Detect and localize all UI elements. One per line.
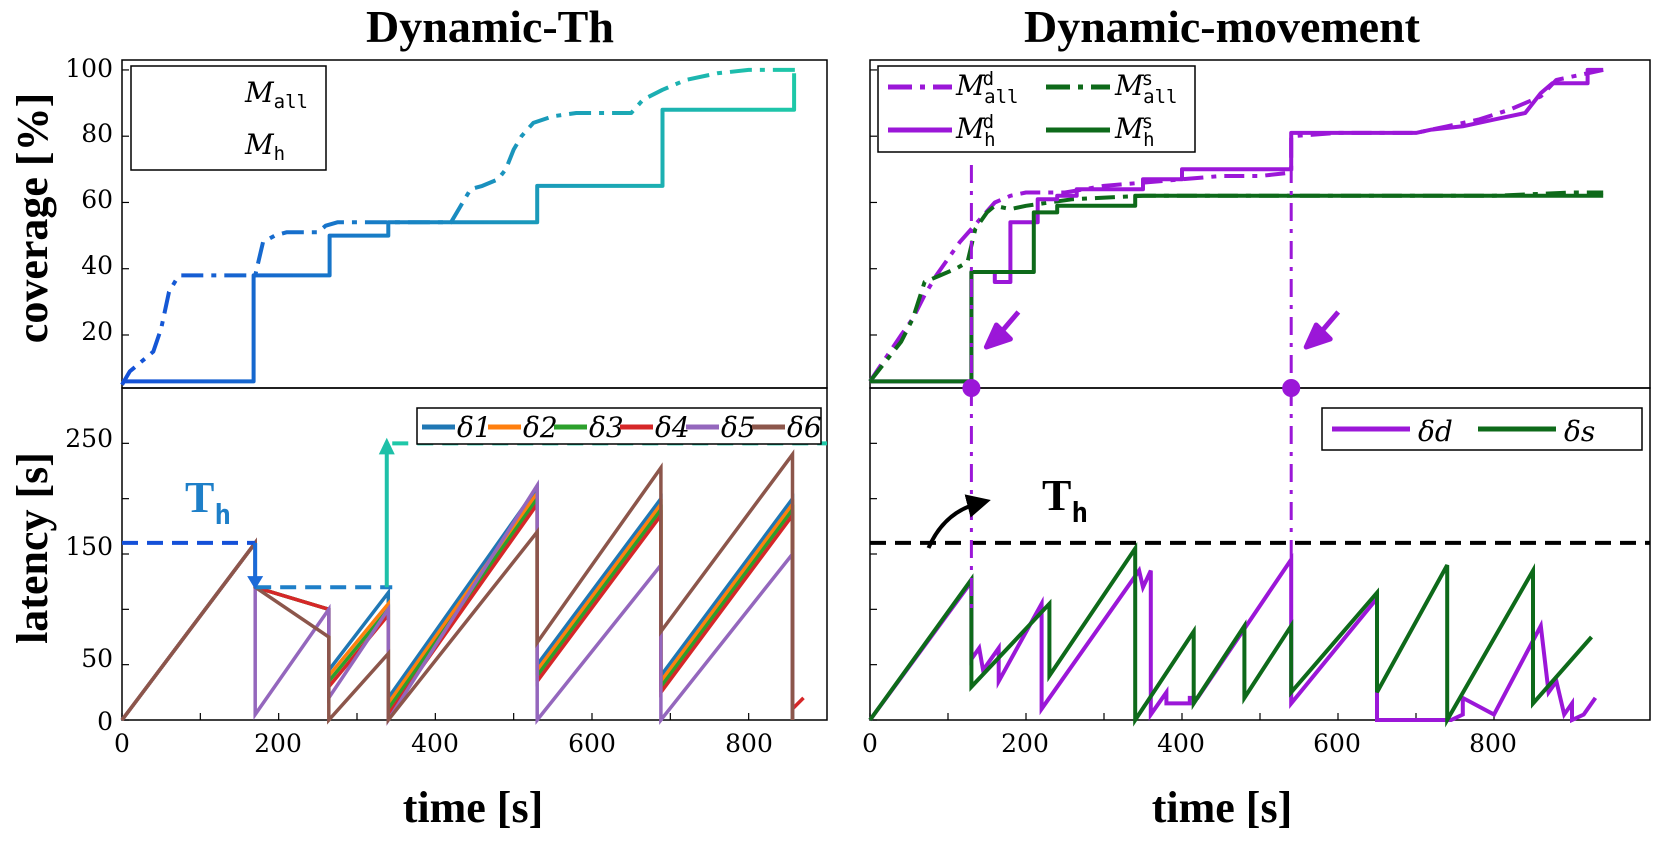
legend-left-bottom: δ1 δ2 δ3 δ4 δ5 δ6 [416, 407, 822, 445]
threshold-label-right: Th [1042, 471, 1088, 529]
right-x-tick-400: 400 [1157, 729, 1205, 758]
legend-label-delta-s: δs [1564, 415, 1595, 448]
right-x-tick-0: 0 [862, 729, 878, 758]
legend-box [130, 65, 327, 171]
marker-dot-1 [962, 379, 981, 397]
legend-box [877, 65, 1196, 153]
legend-label-delta4: δ4 [655, 411, 690, 444]
legend-label-m-all-d: Md all [955, 68, 1018, 108]
pointer-arrow-1 [983, 310, 1021, 350]
tick-labels: 20 40 60 80 100 0 50 150 250 0 200 400 6… [65, 54, 1517, 758]
ticks-layer [121, 69, 1573, 721]
series-line-delta-d [868, 552, 1598, 724]
series-line-m-all-s [868, 190, 1604, 383]
left-x-tick-200: 200 [254, 729, 302, 758]
threshold-up-arrowhead [378, 437, 395, 455]
legend-label-m-h-s: Ms h [1114, 111, 1155, 151]
cov-tick-100: 100 [65, 54, 113, 83]
lat-tick-250: 250 [65, 424, 113, 453]
left-x-tick-800: 800 [725, 729, 773, 758]
legend-label-delta5: δ5 [721, 411, 756, 444]
right-x-tick-800: 800 [1469, 729, 1517, 758]
pointer-arrow-2 [1303, 310, 1341, 350]
legend-label-m-h: Mh [244, 128, 285, 165]
cov-tick-20: 20 [81, 317, 113, 346]
series-line-m-h-d [870, 67, 1604, 384]
legend-label-delta6: δ6 [787, 411, 822, 444]
annotations-layer [122, 165, 1650, 610]
threshold-label-left: Th [185, 473, 231, 531]
left-x-tick-600: 600 [568, 729, 616, 758]
series-line-m-h-s [870, 193, 1604, 384]
series-line-m-h [122, 73, 797, 384]
left-x-tick-400: 400 [411, 729, 459, 758]
coverage-axis-label: coverage [%] [8, 93, 57, 343]
legend-label-delta2: δ2 [523, 411, 558, 444]
cov-tick-40: 40 [81, 251, 113, 280]
legend-label-delta3: δ3 [589, 411, 624, 444]
left-x-tick-0: 0 [114, 729, 130, 758]
right-title: Dynamic-movement [1024, 1, 1421, 52]
lines-layer [120, 67, 1604, 728]
lat-tick-150: 150 [65, 532, 113, 561]
lat-tick-50: 50 [81, 644, 113, 673]
left-x-axis-label: time [s] [403, 783, 544, 832]
right-x-tick-200: 200 [1001, 729, 1049, 758]
right-x-tick-600: 600 [1313, 729, 1361, 758]
legend-left-top: Mall Mh [130, 65, 327, 171]
cov-tick-80: 80 [81, 119, 113, 148]
legend-right-top: Md all Ms all Md h Ms h [877, 65, 1196, 153]
legend-label-m-all-s: Ms all [1114, 68, 1177, 108]
legend-label-delta1: δ1 [457, 411, 492, 444]
legend-label-m-all: Mall [244, 76, 308, 113]
lat-tick-0: 0 [97, 707, 113, 736]
legend-right-bottom: δd δs [1321, 407, 1643, 451]
right-x-axis-label: time [s] [1152, 783, 1293, 832]
left-title: Dynamic-Th [366, 1, 614, 52]
cov-tick-60: 60 [81, 185, 113, 214]
legend-label-delta-d: δd [1418, 415, 1453, 448]
legend-label-m-h-d: Md h [955, 111, 996, 151]
threshold-curved-arrow [926, 494, 991, 549]
marker-dot-2 [1282, 379, 1301, 397]
series-line-delta4 [120, 498, 805, 722]
series-line-delta-s [868, 541, 1594, 728]
latency-axis-label: latency [s] [8, 452, 57, 644]
threshold-down-arrowhead [247, 576, 264, 590]
